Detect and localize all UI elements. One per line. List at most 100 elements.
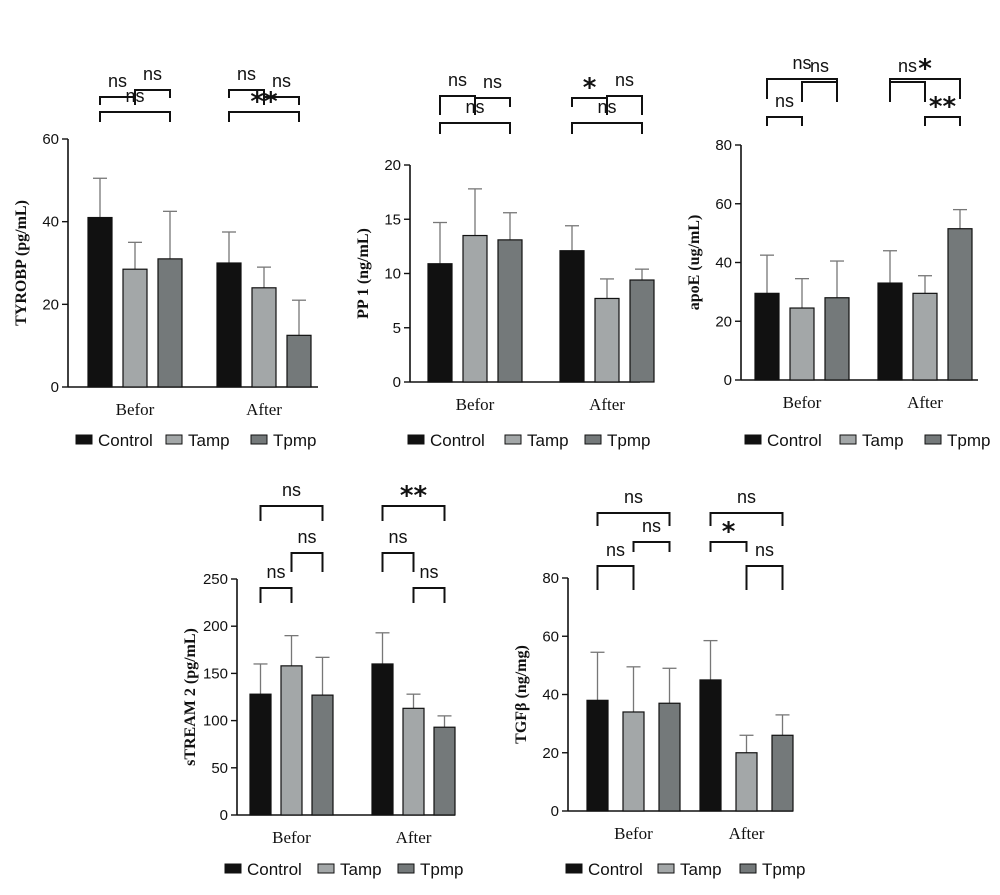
significance-bracket bbox=[709, 541, 748, 552]
significance-label: ** bbox=[929, 92, 957, 122]
significance-label: ns bbox=[297, 527, 316, 547]
x-category-label: After bbox=[246, 400, 282, 419]
significance-label: ns bbox=[615, 70, 634, 90]
significance-label: ns bbox=[388, 527, 407, 547]
legend-swatch-tamp bbox=[317, 863, 335, 874]
significance-bracket bbox=[889, 81, 926, 102]
y-axis-label: apoE (ug/mL) bbox=[686, 215, 703, 311]
significance-bracket bbox=[381, 552, 415, 572]
significance-label: ns bbox=[272, 71, 291, 91]
bar-control-befor bbox=[249, 693, 272, 816]
x-category-label: Befor bbox=[614, 824, 653, 843]
chart-panel-4: 0 50 100 150 200 250 sTREAM 2 (pg/mL) Befor Afte… bbox=[182, 480, 463, 879]
significance-label: * bbox=[583, 73, 597, 103]
significance-label: ** bbox=[400, 481, 428, 511]
legend-swatch-control bbox=[224, 863, 242, 874]
bar-tpmp-after bbox=[947, 228, 973, 381]
significance-label: ns bbox=[419, 562, 438, 582]
y-tick-label: 20 bbox=[42, 296, 59, 313]
y-tick-label: 60 bbox=[542, 628, 559, 645]
bar-tpmp-after bbox=[771, 734, 794, 812]
bar-tpmp-befor bbox=[311, 694, 334, 816]
x-category-label: Befor bbox=[116, 400, 155, 419]
y-tick-label: 0 bbox=[551, 803, 559, 820]
significance-bracket bbox=[228, 111, 300, 122]
bar-tpmp-befor bbox=[658, 702, 681, 812]
bar-tamp-after bbox=[594, 297, 620, 383]
x-category-label: After bbox=[589, 395, 625, 414]
bar-control-after bbox=[371, 663, 394, 816]
significance-bracket bbox=[439, 122, 511, 134]
y-axis-label: sTREAM 2 (pg/mL) bbox=[182, 628, 199, 766]
legend-swatch-tpmp bbox=[584, 434, 602, 445]
bar-tpmp-after bbox=[286, 334, 312, 388]
legend-swatch-tpmp bbox=[397, 863, 415, 874]
legend-swatch-control bbox=[744, 434, 762, 445]
legend-swatch-control bbox=[565, 863, 583, 874]
x-category-label: After bbox=[729, 824, 765, 843]
significance-label: ns bbox=[266, 562, 285, 582]
bar-control-befor bbox=[427, 263, 453, 383]
x-category-label: Befor bbox=[783, 393, 822, 412]
y-tick-label: 0 bbox=[393, 374, 401, 391]
legend-label-tpmp: Tpmp bbox=[607, 431, 650, 450]
significance-bracket bbox=[99, 111, 171, 122]
legend-swatch-tamp bbox=[504, 434, 522, 445]
significance-bracket bbox=[606, 95, 643, 115]
bar-control-befor bbox=[87, 216, 113, 388]
x-category-label: Befor bbox=[456, 395, 495, 414]
legend-swatch-tamp bbox=[839, 434, 857, 445]
bar-tamp-after bbox=[402, 707, 425, 816]
significance-bracket bbox=[439, 95, 476, 115]
significance-bracket bbox=[412, 587, 446, 603]
legend-label-control: Control bbox=[767, 431, 822, 450]
bar-tpmp-befor bbox=[497, 239, 523, 383]
legend-label-tamp: Tamp bbox=[340, 860, 382, 879]
legend-label-tamp: Tamp bbox=[527, 431, 569, 450]
significance-label: ns bbox=[606, 540, 625, 560]
legend-label-tamp: Tamp bbox=[680, 860, 722, 879]
bar-tamp-after bbox=[912, 292, 938, 381]
x-category-label: After bbox=[907, 393, 943, 412]
y-tick-label: 200 bbox=[203, 618, 228, 635]
legend-label-tpmp: Tpmp bbox=[420, 860, 463, 879]
legend-swatch-tamp bbox=[165, 434, 183, 445]
bar-tpmp-befor bbox=[157, 258, 183, 388]
legend-swatch-control bbox=[75, 434, 93, 445]
significance-bracket bbox=[99, 96, 136, 105]
significance-label: ns bbox=[642, 516, 661, 536]
significance-bracket bbox=[924, 116, 961, 126]
legend-swatch-control bbox=[407, 434, 425, 445]
significance-bracket bbox=[801, 81, 838, 102]
y-tick-label: 40 bbox=[715, 255, 732, 272]
x-category-label: After bbox=[396, 828, 432, 847]
y-tick-label: 0 bbox=[724, 372, 732, 389]
significance-bracket bbox=[571, 122, 643, 134]
bar-tamp-after bbox=[735, 752, 758, 812]
legend-label-control: Control bbox=[247, 860, 302, 879]
bar-tpmp-after bbox=[629, 279, 655, 383]
significance-bracket bbox=[263, 96, 300, 105]
significance-label: ns bbox=[755, 540, 774, 560]
y-tick-label: 10 bbox=[384, 266, 401, 283]
legend-label-tpmp: Tpmp bbox=[273, 431, 316, 450]
significance-label: ns bbox=[775, 91, 794, 111]
legend-swatch-tpmp bbox=[924, 434, 942, 445]
bar-tamp-after bbox=[251, 287, 277, 388]
legend-label-tpmp: Tpmp bbox=[762, 860, 805, 879]
significance-bracket bbox=[766, 116, 803, 126]
bar-control-after bbox=[699, 679, 722, 812]
legend-label-control: Control bbox=[98, 431, 153, 450]
bar-control-befor bbox=[586, 699, 609, 812]
x-category-label: Befor bbox=[272, 828, 311, 847]
y-tick-label: 5 bbox=[393, 320, 401, 337]
legend-swatch-tpmp bbox=[739, 863, 757, 874]
bar-tamp-befor bbox=[622, 711, 645, 812]
significance-bracket bbox=[259, 505, 324, 521]
y-tick-label: 150 bbox=[203, 665, 228, 682]
